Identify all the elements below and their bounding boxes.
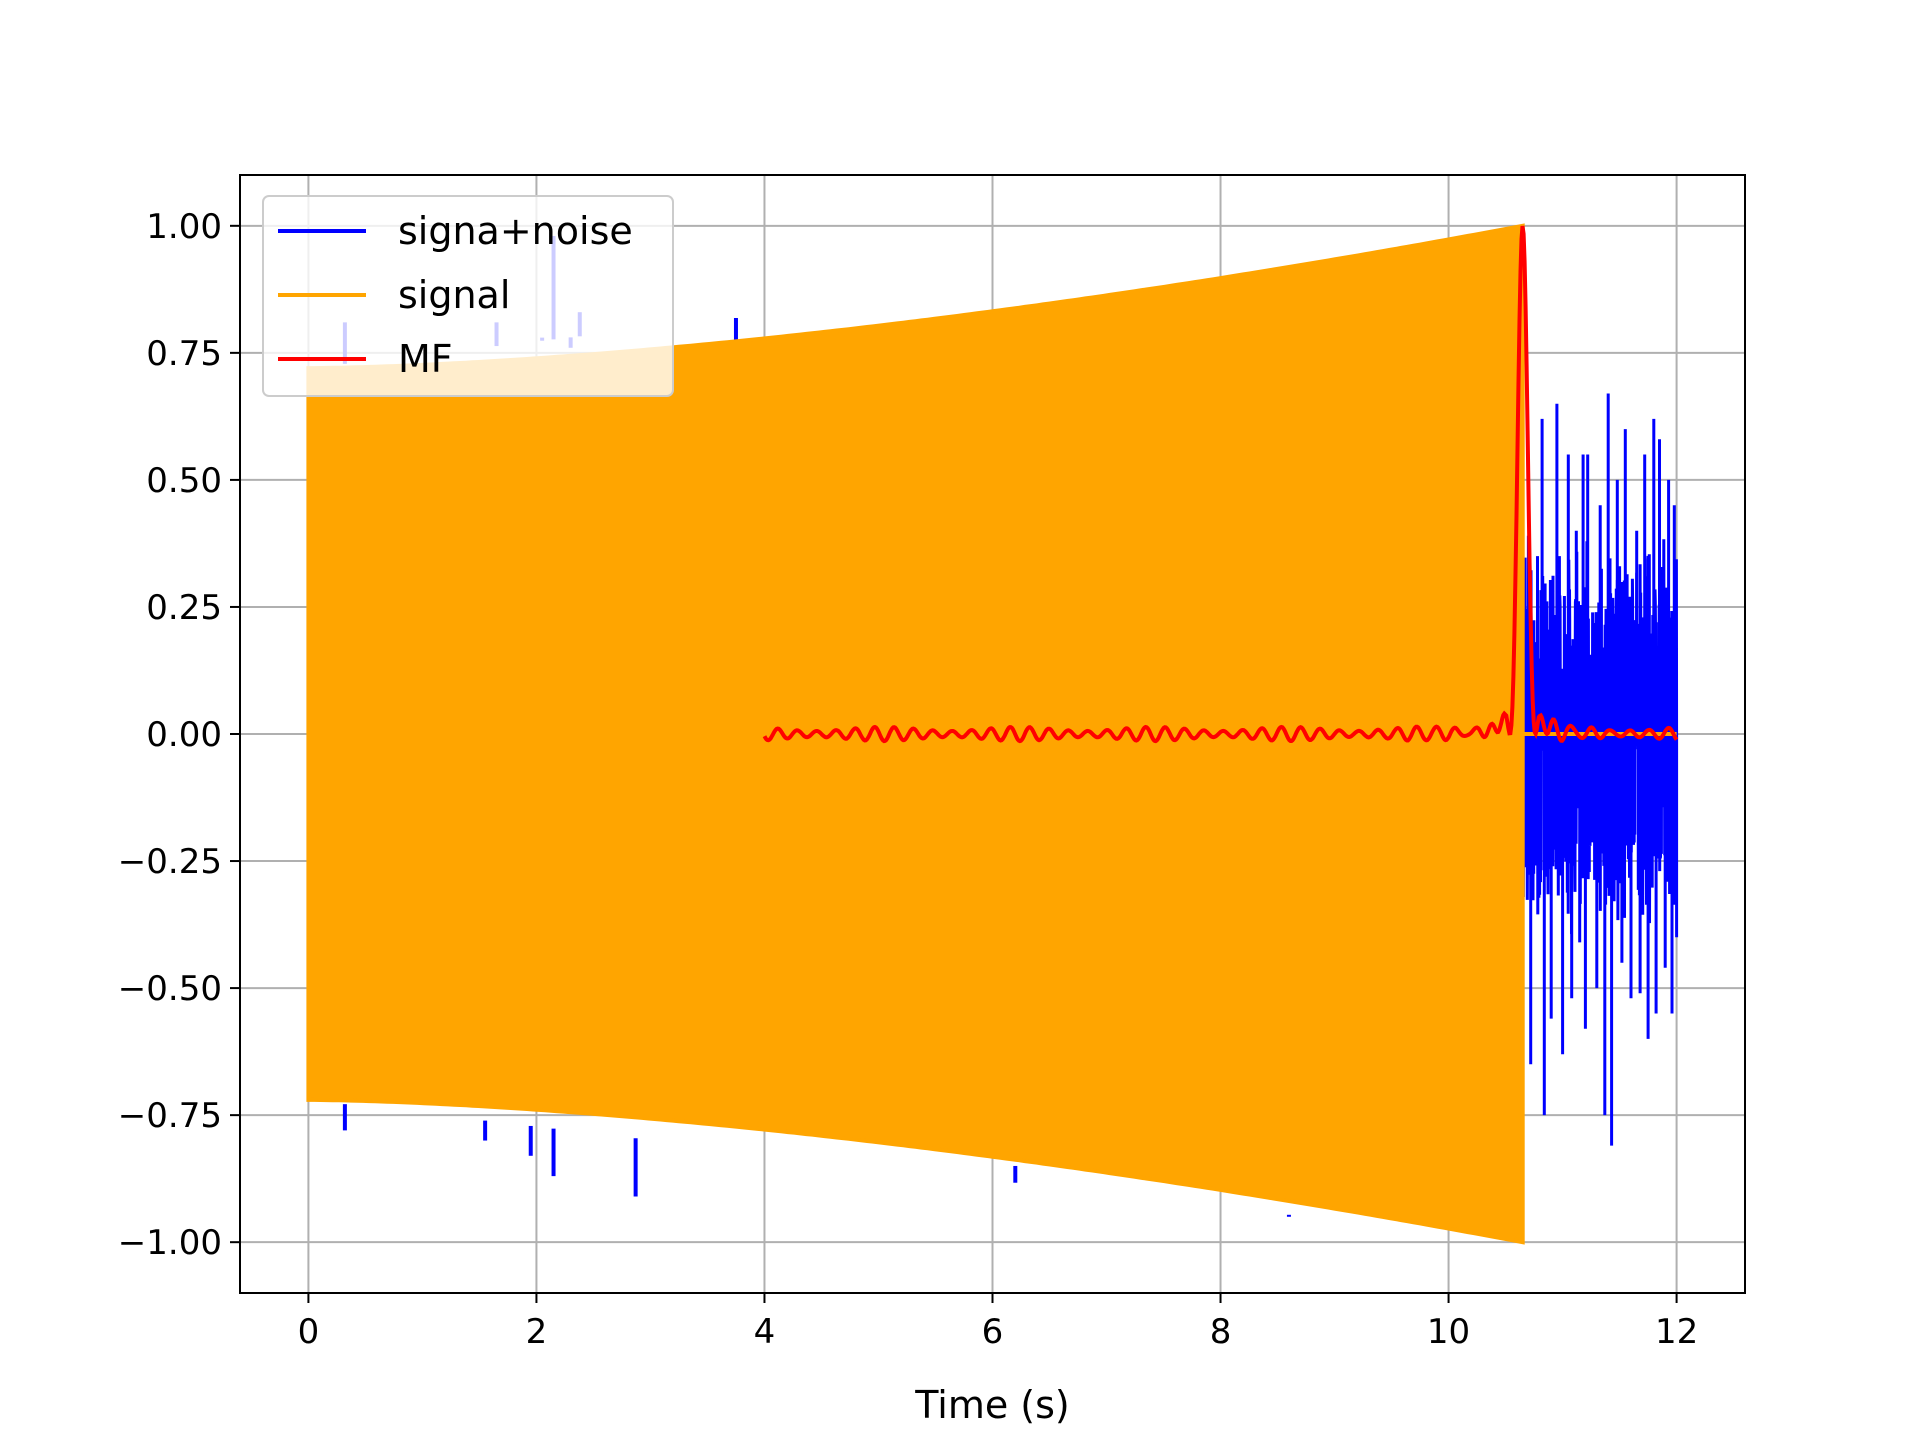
y-tick-label: −1.00: [118, 1223, 222, 1263]
x-tick-label: 12: [1655, 1312, 1698, 1352]
y-tick-label: 0.50: [146, 461, 222, 501]
legend-box: [262, 195, 674, 397]
x-tick-label: 8: [1210, 1312, 1232, 1352]
x-tick-label: 2: [526, 1312, 548, 1352]
y-tick-label: 0.00: [146, 715, 222, 755]
y-tick-label: 1.00: [146, 207, 222, 247]
y-tick-label: 0.75: [146, 334, 222, 374]
legend-label-mf: MF: [398, 337, 453, 381]
x-axis-label: Time (s): [914, 1383, 1070, 1427]
axis-ticks: 0 2 4 6 8 10 12 1.00 0.75 0.50 0.25 0.00 −0.25 −0.50 −…: [118, 207, 1698, 1352]
signal-noise-line: [1521, 393, 1679, 1146]
legend-label-signal: signal: [398, 273, 510, 317]
x-tick-label: 0: [298, 1312, 320, 1352]
y-tick-label: −0.25: [118, 842, 222, 882]
x-tick-label: 10: [1427, 1312, 1470, 1352]
legend-label-signal-noise: signa+noise: [398, 209, 633, 253]
y-tick-label: 0.25: [146, 588, 222, 628]
y-tick-label: −0.50: [118, 969, 222, 1009]
signal-envelope: [306, 223, 1525, 1245]
x-tick-label: 4: [754, 1312, 776, 1352]
mf-line: [762, 225, 1679, 744]
legend: signa+noise signal MF: [262, 195, 674, 397]
x-tick-label: 6: [982, 1312, 1004, 1352]
y-tick-label: −0.75: [118, 1096, 222, 1136]
